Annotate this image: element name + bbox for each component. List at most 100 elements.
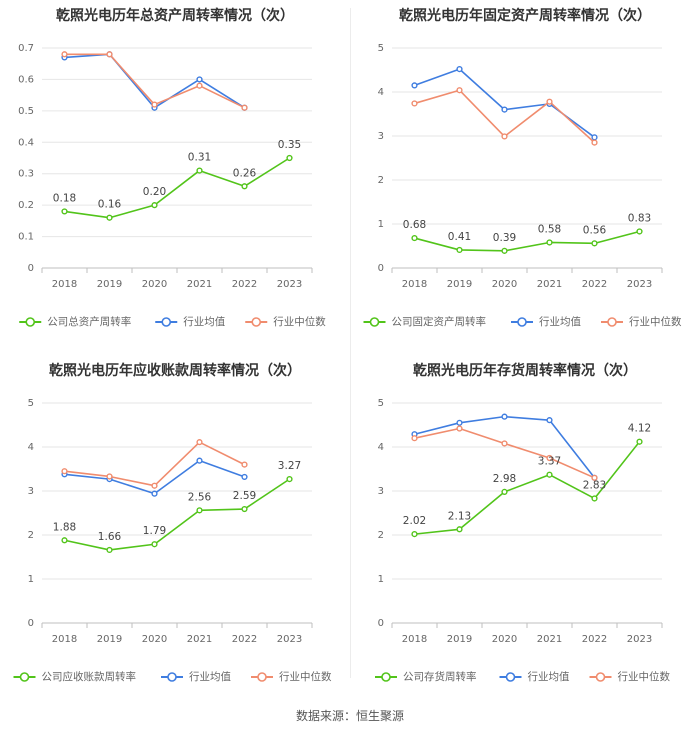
legend-label: 公司总资产周转率 (47, 315, 131, 328)
data-label: 3.37 (538, 456, 561, 468)
data-point (546, 98, 553, 105)
x-tick-label: 2020 (492, 634, 517, 645)
data-label: 2.13 (448, 510, 471, 522)
data-label: 0.31 (188, 152, 211, 164)
data-point (241, 473, 248, 481)
x-tick-label: 2019 (447, 279, 472, 290)
x-tick-label: 2019 (97, 279, 122, 290)
x-tick-label: 2023 (627, 279, 652, 290)
y-tick-label: 0 (378, 618, 384, 629)
y-tick-label: 3 (28, 486, 34, 497)
y-tick-label: 0.3 (18, 169, 34, 180)
series-line (414, 230, 640, 252)
y-tick-label: 3 (378, 131, 384, 142)
data-point (501, 440, 508, 447)
y-tick-label: 0.7 (18, 43, 34, 54)
data-point (196, 457, 203, 464)
y-tick-label: 5 (378, 43, 384, 54)
data-label: 0.58 (538, 223, 561, 235)
data-point (411, 435, 418, 442)
y-tick-label: 0.6 (18, 74, 34, 85)
data-label: 1.66 (98, 531, 122, 543)
data-point (106, 51, 113, 58)
data-label: 0.39 (493, 232, 516, 244)
data-point (61, 468, 68, 475)
data-label: 4.12 (628, 423, 651, 435)
legend-label: 行业中位数 (618, 670, 671, 683)
y-tick-label: 3 (378, 486, 384, 497)
chart-panel-fixed-asset-turnover: 乾照光电历年固定资产周转率情况（次） 0 1 2 3 4 5 2018 2019 2020 2021… (350, 0, 700, 355)
y-tick-label: 0 (378, 263, 384, 274)
x-tick-label: 2018 (402, 279, 427, 290)
data-label: 0.68 (403, 219, 426, 231)
legend-label: 行业均值 (189, 670, 231, 683)
series-line (64, 53, 245, 109)
y-tick-label: 0.5 (18, 106, 34, 117)
chart-panel-total-asset-turnover: 乾照光电历年总资产周转率情况（次） 0 0.1 0.2 0.3 0.4 0.5 0.6 0.7 2… (0, 0, 350, 355)
data-point (591, 240, 598, 247)
data-label: 2.59 (233, 490, 256, 502)
x-tick-label: 2019 (97, 634, 122, 645)
data-point (196, 439, 203, 446)
data-point (456, 66, 463, 73)
data-point (106, 214, 113, 221)
y-tick-label: 4 (28, 442, 34, 453)
series-line (64, 53, 245, 109)
data-point (591, 495, 598, 502)
legend-label: 行业中位数 (273, 315, 326, 328)
y-tick-label: 0.2 (18, 200, 34, 211)
source-note: 数据来源：恒生聚源 (295, 709, 404, 723)
data-label: 0.16 (98, 199, 122, 211)
x-tick-label: 2018 (402, 634, 427, 645)
x-tick-label: 2022 (232, 634, 257, 645)
y-tick-label: 0.1 (18, 232, 34, 243)
chart-svg-inventory-turnover: 乾照光电历年存货周转率情况（次） 0 1 2 3 4 5 2018 2019 2020 2021 20… (375, 362, 671, 683)
chart-title: 乾照光电历年总资产周转率情况（次） (56, 7, 294, 24)
x-tick-label: 2019 (447, 634, 472, 645)
chart-svg-fixed-asset-turnover: 乾照光电历年固定资产周转率情况（次） 0 1 2 3 4 5 2018 2019 2020 2021… (363, 7, 682, 328)
data-label: 0.56 (583, 224, 607, 236)
chart-title: 乾照光电历年存货周转率情况（次） (413, 362, 637, 379)
data-label: 1.88 (53, 521, 76, 533)
data-point (501, 247, 508, 254)
data-point (456, 87, 463, 94)
series-line (414, 441, 641, 535)
x-tick-label: 2021 (187, 279, 212, 290)
series-line (64, 478, 290, 551)
data-point (636, 438, 643, 445)
data-point (591, 134, 598, 141)
chart-panel-receivables-turnover: 乾照光电历年应收账款周转率情况（次） 0 1 2 3 4 5 2018 2019 2020 2021… (0, 355, 350, 710)
data-point (591, 139, 598, 146)
data-label: 2.02 (403, 515, 426, 527)
data-point (196, 82, 203, 89)
data-point (61, 537, 68, 544)
chart-title: 乾照光电历年固定资产周转率情况（次） (399, 7, 651, 24)
data-label: 2.56 (188, 491, 212, 503)
data-point (411, 234, 418, 242)
data-point (456, 425, 463, 432)
data-label: 1.79 (143, 525, 166, 537)
data-point (151, 541, 158, 548)
data-label: 2.98 (493, 473, 516, 485)
data-label: 0.35 (278, 139, 301, 151)
x-tick-label: 2021 (537, 634, 562, 645)
data-point (456, 246, 463, 254)
chart-svg-total-asset-turnover: 乾照光电历年总资产周转率情况（次） 0 0.1 0.2 0.3 0.4 0.5 0.6 0.7 2… (18, 7, 326, 328)
legend-marker-dot (257, 672, 267, 682)
y-tick-label: 0 (28, 618, 34, 629)
x-tick-label: 2023 (627, 634, 652, 645)
data-point (411, 100, 418, 107)
legend-label: 行业中位数 (279, 670, 332, 683)
data-point (591, 474, 598, 481)
data-label: 0.26 (233, 167, 257, 179)
legend-label: 行业中位数 (629, 315, 682, 328)
legend-label: 公司应收账款周转率 (42, 670, 137, 683)
panel-divider (350, 8, 351, 678)
x-tick-label: 2018 (52, 279, 77, 290)
data-point (456, 419, 463, 426)
data-label: 2.83 (583, 479, 606, 491)
data-point (286, 154, 293, 162)
y-tick-label: 4 (378, 87, 384, 98)
legend-marker-dot (25, 317, 36, 327)
x-tick-label: 2020 (142, 634, 167, 645)
